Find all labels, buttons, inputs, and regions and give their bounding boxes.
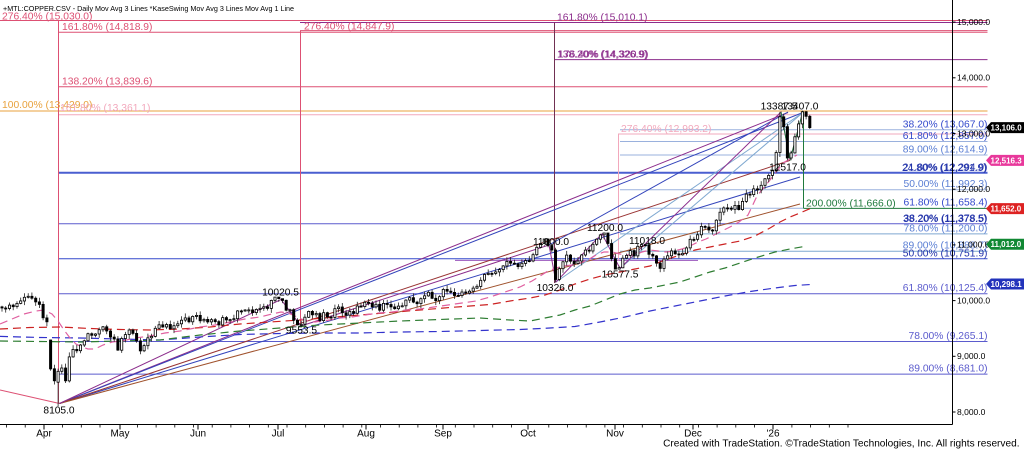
svg-text:38.20% (11,378.5): 38.20% (11,378.5): [903, 214, 987, 225]
svg-text:14,000.0: 14,000.0: [957, 73, 990, 83]
svg-text:176.40% (14,320.9): 176.40% (14,320.9): [558, 50, 648, 61]
svg-text:12,000.0: 12,000.0: [957, 184, 990, 194]
svg-text:Oct: Oct: [520, 429, 536, 440]
svg-text:38.20% (13,067.0): 38.20% (13,067.0): [903, 119, 988, 130]
svg-text:10326.0: 10326.0: [537, 283, 574, 294]
svg-text:61.80% (10,125.4): 61.80% (10,125.4): [903, 283, 988, 294]
svg-text:138.20% (14,326.9): 138.20% (14,326.9): [557, 50, 647, 61]
svg-text:Sep: Sep: [434, 429, 452, 440]
svg-text:12517.0: 12517.0: [769, 163, 806, 174]
svg-text:13,000.0: 13,000.0: [957, 128, 990, 138]
svg-text:13387.5: 13387.5: [761, 102, 798, 113]
svg-text:+MTL:COPPER.CSV - Daily Mov A: +MTL:COPPER.CSV - Daily Mov Avg 3 Lines …: [3, 4, 294, 13]
svg-text:11200.0: 11200.0: [587, 223, 623, 234]
svg-text:Jul: Jul: [272, 429, 285, 440]
svg-text:276.40% (14,847.9): 276.40% (14,847.9): [304, 21, 394, 32]
svg-text:13407.0: 13407.0: [782, 102, 819, 113]
svg-text:Created with TradeStation. ©Tr: Created with TradeStation. ©TradeStation…: [663, 439, 1019, 450]
svg-text:Apr: Apr: [36, 429, 52, 440]
svg-text:61.80% (12,857.0): 61.80% (12,857.0): [903, 131, 988, 142]
svg-text:78.00% (9,265.1): 78.00% (9,265.1): [909, 331, 988, 342]
svg-text:15,000.0: 15,000.0: [957, 17, 990, 27]
svg-text:Nov: Nov: [606, 429, 624, 440]
svg-text:50.00% (11,992.3): 50.00% (11,992.3): [904, 179, 988, 190]
svg-text:11,012.0: 11,012.0: [991, 240, 1022, 249]
svg-text:89.00% (10,888.7): 89.00% (10,888.7): [903, 241, 988, 252]
svg-text:89.00% (8,681.0): 89.00% (8,681.0): [909, 364, 988, 375]
svg-text:161.80% (15,010.1): 161.80% (15,010.1): [557, 13, 647, 24]
svg-text:276.40% (12,993.2): 276.40% (12,993.2): [621, 124, 711, 135]
svg-text:276.40% (15,030.0): 276.40% (15,030.0): [2, 12, 92, 23]
svg-text:Aug: Aug: [357, 429, 375, 440]
svg-text:11018.0: 11018.0: [629, 236, 665, 247]
svg-text:24.80% (12,291.9): 24.80% (12,291.9): [902, 163, 987, 174]
svg-text:10020.5: 10020.5: [262, 288, 299, 299]
svg-text:89.00% (12,614.9): 89.00% (12,614.9): [903, 145, 988, 156]
svg-text:78.00% (11,200.0): 78.00% (11,200.0): [904, 223, 988, 234]
svg-text:10,298.1: 10,298.1: [991, 280, 1023, 289]
svg-text:Jun: Jun: [190, 429, 206, 440]
svg-text:9,000.0: 9,000.0: [957, 351, 986, 361]
svg-text:21.80% (12,294.9): 21.80% (12,294.9): [903, 162, 988, 173]
svg-text:8,000.0: 8,000.0: [957, 407, 986, 417]
svg-text:12,516.3: 12,516.3: [991, 156, 1023, 165]
svg-text:9553.5: 9553.5: [286, 326, 317, 337]
svg-text:11,000.0: 11,000.0: [957, 240, 990, 250]
svg-text:200.00% (11,666.0): 200.00% (11,666.0): [806, 198, 896, 209]
svg-text:61.80% (11,658.4): 61.80% (11,658.4): [904, 198, 988, 209]
svg-text:161.80% (13,361.1): 161.80% (13,361.1): [60, 103, 150, 114]
svg-text:8105.0: 8105.0: [43, 406, 74, 417]
svg-text:May: May: [111, 429, 130, 440]
svg-text:50.00% (10,751.9): 50.00% (10,751.9): [903, 248, 988, 259]
svg-text:38.20% (11,378.5): 38.20% (11,378.5): [904, 213, 988, 224]
svg-text:10577.5: 10577.5: [602, 270, 639, 281]
svg-text:'26: '26: [766, 429, 779, 440]
svg-text:10,000.0: 10,000.0: [957, 295, 990, 305]
svg-text:11000.0: 11000.0: [533, 237, 569, 248]
svg-text:138.20% (13,839.6): 138.20% (13,839.6): [62, 77, 152, 88]
svg-text:11,652.0: 11,652.0: [991, 205, 1022, 214]
svg-text:Dec: Dec: [684, 429, 702, 440]
svg-text:13,106.0: 13,106.0: [991, 124, 1023, 133]
svg-text:100.00% (13,429.0): 100.00% (13,429.0): [2, 100, 92, 111]
svg-text:161.80% (14,818.9): 161.80% (14,818.9): [62, 22, 152, 33]
